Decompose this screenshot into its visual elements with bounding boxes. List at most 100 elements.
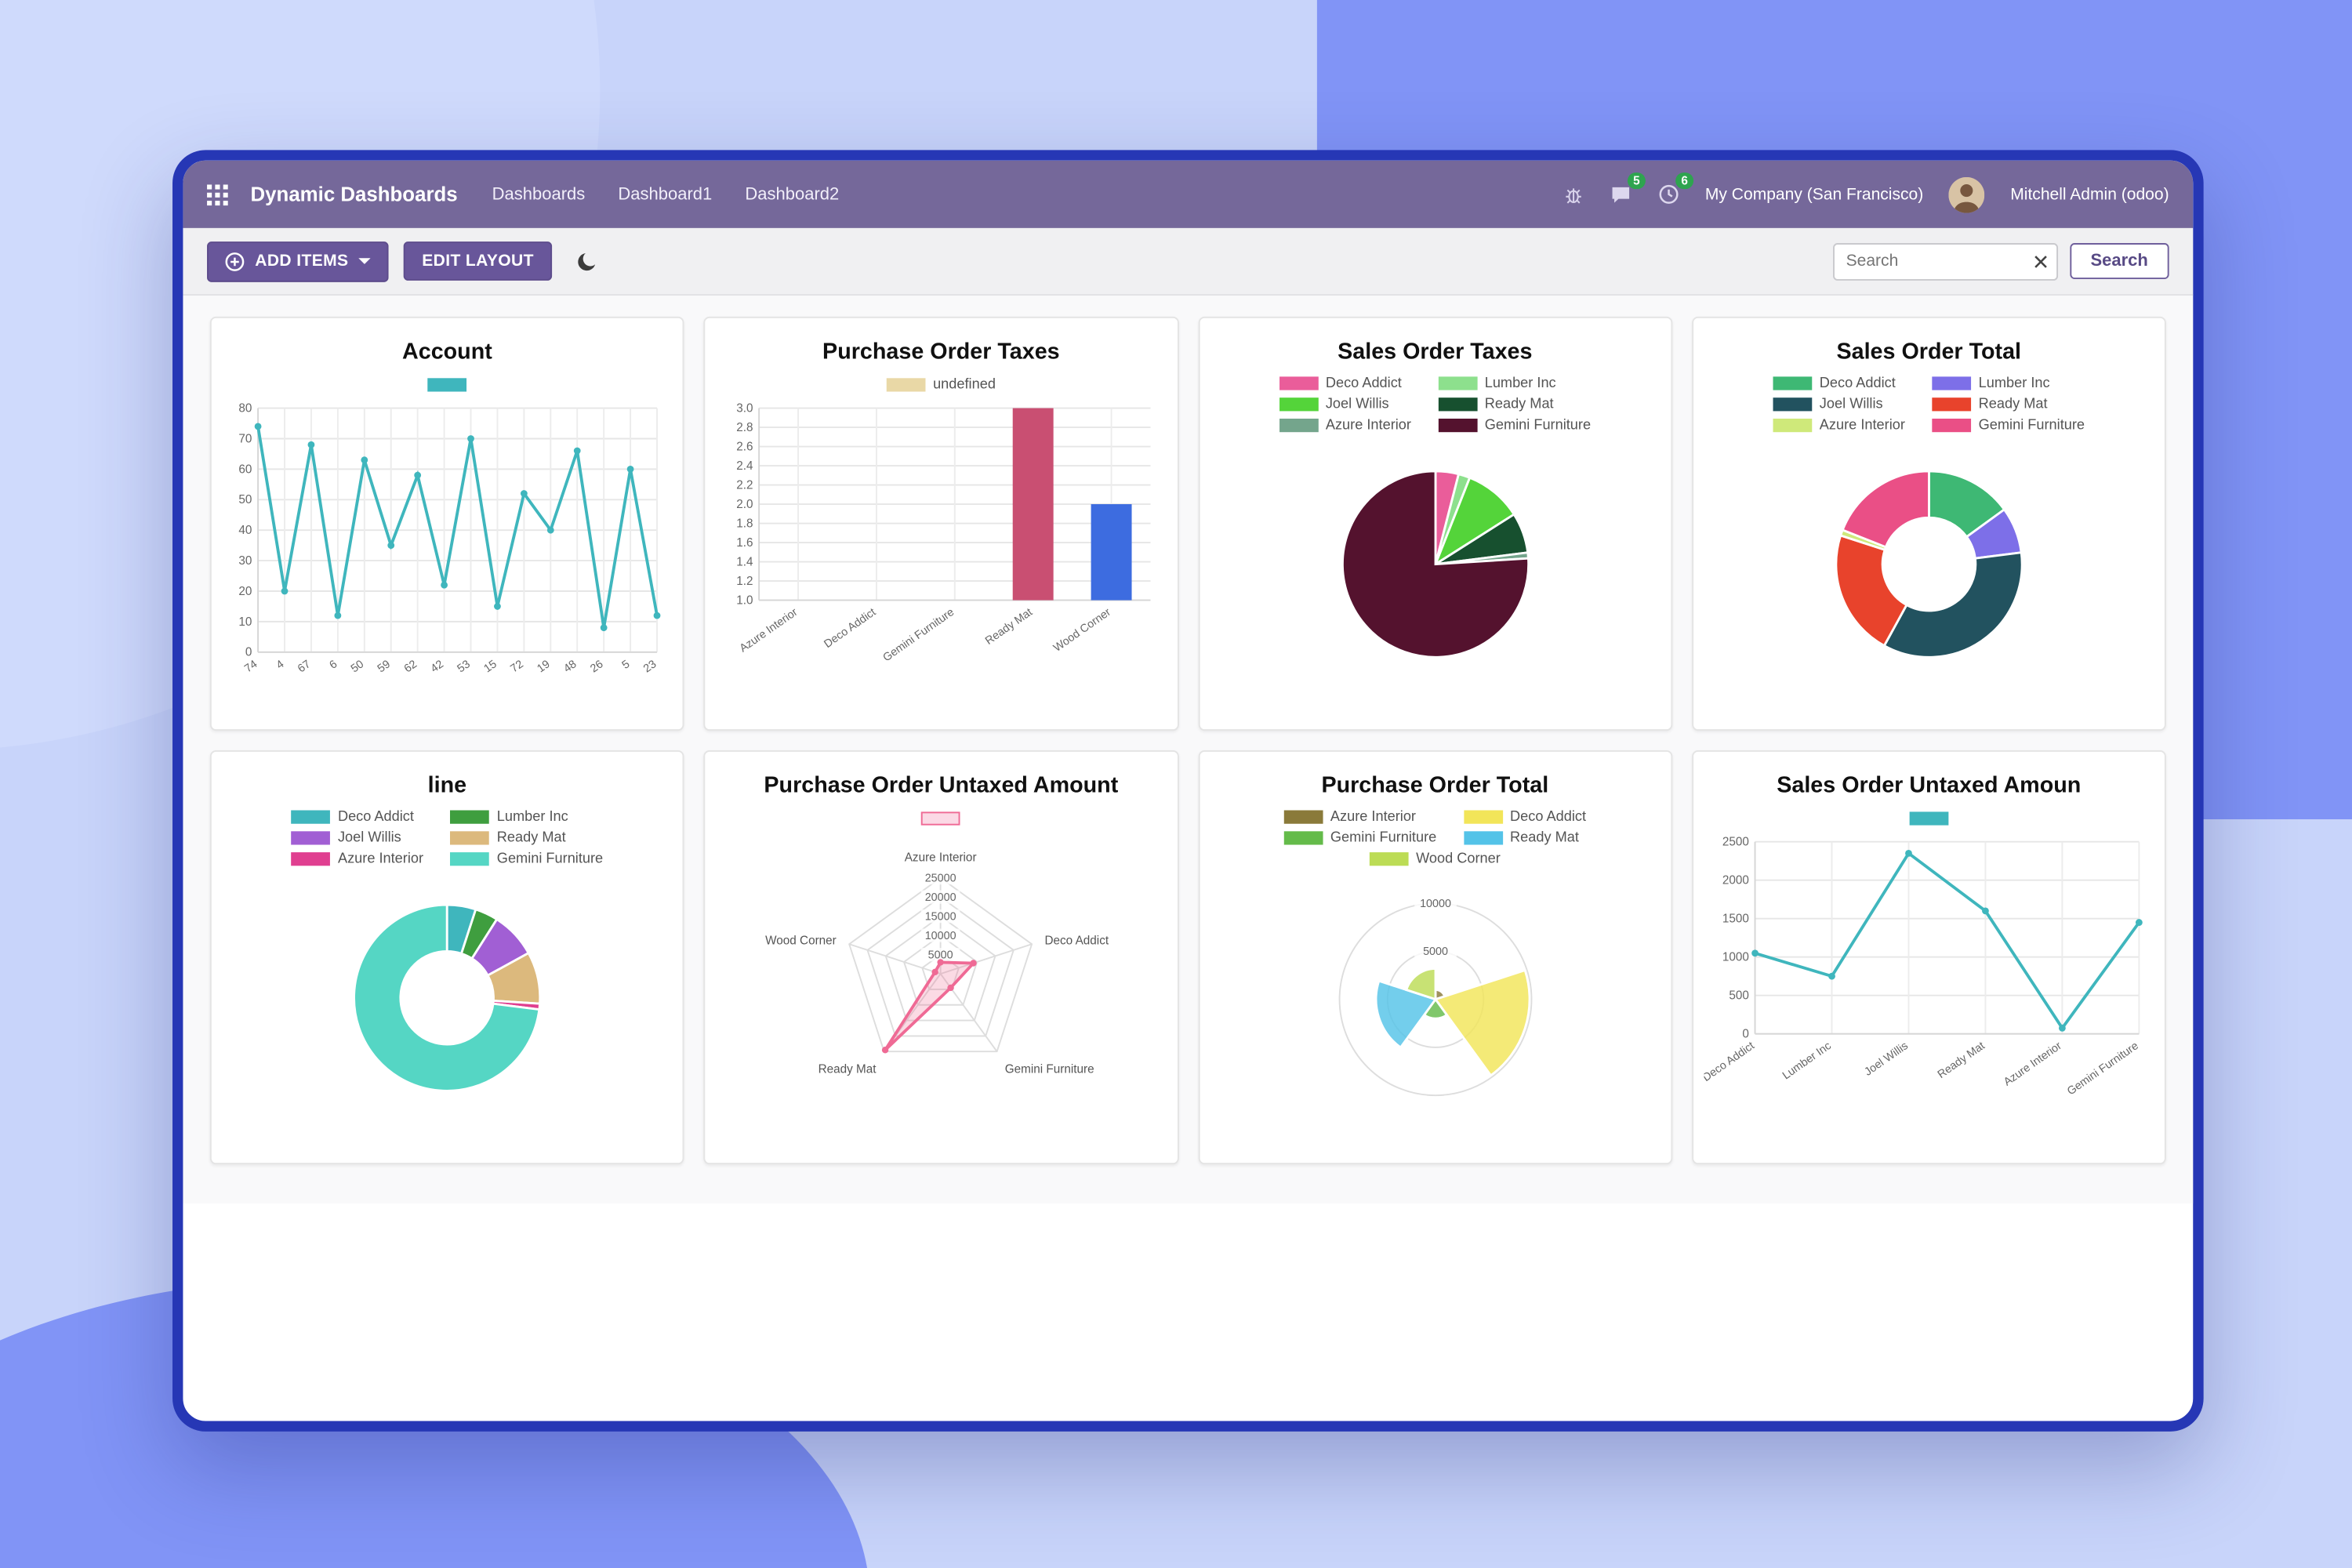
svg-text:0: 0 [245,646,252,659]
legend-item[interactable]: Lumber Inc [450,809,603,826]
card-line: line Deco Addict Lumber Inc Joel Willis Rea… [209,750,684,1165]
chart-legend: Azure Interior Deco Addict Gemini Furnitur… [1283,809,1586,868]
add-items-button[interactable]: ADD ITEMS [207,241,390,281]
svg-text:1500: 1500 [1722,913,1749,926]
doughnut-chart[interactable] [222,870,672,1125]
bar-chart[interactable]: 1.0 1.2 1.4 1.6 1.8 2.0 2.2 2.4 2.6 2.8 3.0 Azure I… [716,396,1166,684]
svg-text:2.4: 2.4 [737,459,754,473]
legend-item[interactable]: Deco Addict [1279,375,1411,392]
x-glyph [2034,255,2047,267]
legend-swatch [1773,397,1813,412]
search-button[interactable]: Search [2069,243,2169,279]
search-input[interactable] [1832,242,2058,280]
legend-swatch [1369,852,1409,866]
card-sales-order-untaxed-amoun: Sales Order Untaxed Amoun 0 500 1000 1500 20… [1691,750,2166,1165]
svg-text:1.2: 1.2 [737,575,753,588]
legend-item[interactable]: Azure Interior [1773,417,1905,434]
legend-item[interactable]: Joel Willis [1773,396,1904,412]
svg-text:40: 40 [239,524,252,537]
legend-swatch [1773,418,1813,433]
legend-label: Ready Mat [496,829,566,847]
legend-swatch [1279,418,1319,433]
line-chart[interactable]: 0 500 1000 1500 2000 2500 Deco Addict Lumber In… [1704,829,2154,1117]
moon-icon [578,252,595,270]
svg-text:6: 6 [328,658,340,672]
legend-item[interactable]: Deco Addict [1773,375,1904,392]
svg-text:Joel Willis: Joel Willis [1862,1040,1910,1079]
line-chart[interactable]: 0 10 20 30 40 50 60 70 80 74 4 67 6 50 59 62 42 53 15 72 19 4… [222,396,672,684]
app-title[interactable]: Dynamic Dashboards [250,183,458,206]
company-switcher[interactable]: My Company (San Francisco) [1704,185,1924,204]
svg-text:Ready Mat: Ready Mat [984,606,1036,648]
nav-item-dashboard2[interactable]: Dashboard2 [745,185,840,204]
svg-text:3.0: 3.0 [737,402,753,416]
legend-item[interactable]: Joel Willis [291,829,423,846]
svg-text:Lumber Inc: Lumber Inc [1780,1040,1834,1082]
legend-item[interactable]: Gemini Furniture [450,851,603,867]
legend-item[interactable]: undefined [886,376,996,393]
legend-item[interactable]: Deco Addict [291,809,423,826]
legend-swatch [427,377,467,391]
legend-item[interactable]: Joel Willis [1279,396,1411,412]
chart-legend [1909,809,1949,827]
legend-item[interactable]: Ready Mat [1932,396,2085,412]
legend-item[interactable]: Azure Interior [291,851,424,868]
svg-text:20: 20 [239,585,252,598]
legend-item[interactable]: Lumber Inc [1438,375,1591,392]
card-title: Purchase Order Total [1321,772,1549,799]
card-account: Account 0 10 20 30 40 50 60 70 80 74 4 67 6 50 59 62 42 5… [209,316,684,731]
legend-label: Azure Interior [337,851,424,868]
legend-swatch [1932,397,1972,412]
legend-item[interactable]: Deco Addict [1463,809,1586,826]
activities-button[interactable]: 6 [1657,172,1693,205]
polarArea-chart[interactable]: 5000 10000 [1210,870,1660,1125]
debug-icon[interactable] [1563,183,1584,205]
svg-text:10000: 10000 [1419,898,1450,910]
legend-label: Deco Addict [1819,375,1896,392]
nav-item-dashboard1[interactable]: Dashboard1 [618,185,713,204]
clear-search-icon[interactable] [2034,254,2047,267]
legend-swatch [1773,376,1813,390]
activities-badge: 6 [1675,172,1693,190]
svg-text:1.0: 1.0 [737,594,753,608]
legend-item[interactable] [921,811,961,825]
legend-label: Joel Willis [1819,396,1883,413]
doughnut-chart[interactable] [1704,437,2154,691]
legend-label: Gemini Furniture [496,851,604,868]
pie-chart[interactable] [1210,437,1660,691]
app-window: Dynamic Dashboards Dashboards Dashboard1… [172,150,2204,1432]
legend-item[interactable]: Ready Mat [1463,829,1586,846]
legend-item[interactable]: Wood Corner [1369,851,1501,868]
radar-chart[interactable]: Azure Interior Deco Addict Gemini Furnitur… [716,829,1166,1105]
edit-layout-button[interactable]: EDIT LAYOUT [404,241,552,281]
nav-item-dashboards[interactable]: Dashboards [492,185,586,204]
legend-swatch [1932,418,1972,433]
edit-layout-label: EDIT LAYOUT [422,252,534,270]
legend-item[interactable]: Gemini Furniture [1438,417,1591,434]
legend-item[interactable]: Gemini Furniture [1283,829,1436,846]
chevron-down-icon [358,258,372,264]
legend-label: Wood Corner [1416,851,1501,868]
legend-item[interactable]: Gemini Furniture [1932,417,2085,434]
svg-text:5000: 5000 [928,949,953,961]
chart-legend [921,809,961,827]
dark-mode-toggle[interactable] [573,247,601,275]
legend-item[interactable] [1909,811,1949,825]
svg-text:48: 48 [562,658,579,675]
legend-item[interactable]: Ready Mat [450,829,603,846]
svg-text:Gemini Furniture: Gemini Furniture [2065,1040,2141,1098]
legend-label: Lumber Inc [496,808,568,826]
legend-label: undefined [933,376,996,393]
legend-item[interactable]: Lumber Inc [1932,375,2085,392]
svg-text:10000: 10000 [925,930,956,942]
legend-item[interactable]: Ready Mat [1438,396,1591,412]
avatar[interactable] [1948,176,1985,212]
legend-item[interactable]: Azure Interior [1283,809,1437,826]
legend-item[interactable]: Azure Interior [1279,417,1411,434]
apps-grid-icon[interactable] [207,183,228,205]
legend-item[interactable] [427,377,467,391]
svg-text:60: 60 [239,463,252,476]
svg-text:1.6: 1.6 [737,536,753,550]
messages-button[interactable]: 5 [1609,172,1646,205]
user-menu[interactable]: Mitchell Admin (odoo) [2010,185,2169,204]
